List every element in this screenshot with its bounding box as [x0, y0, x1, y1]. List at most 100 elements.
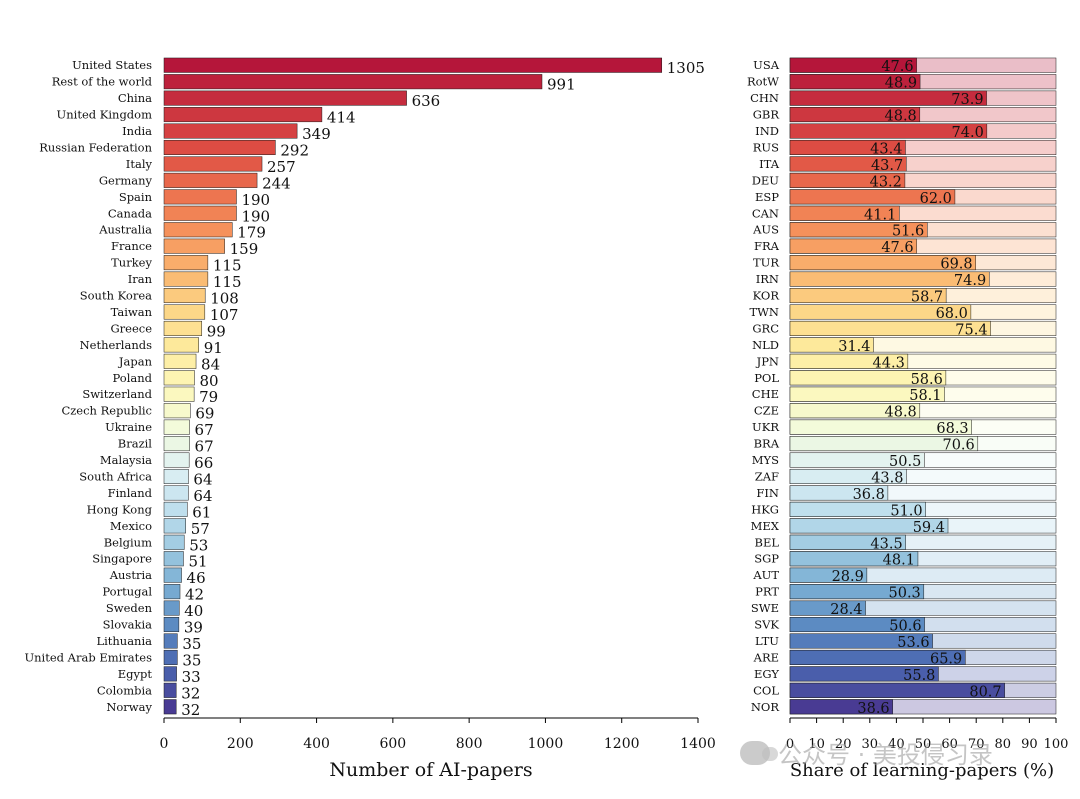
value-label: 51.6	[892, 224, 924, 240]
value-label: 50.6	[889, 619, 921, 635]
bar-17	[163, 337, 199, 353]
value-label: 39	[184, 619, 203, 637]
value-label: 991	[547, 76, 576, 94]
value-label: 115	[213, 257, 242, 275]
value-label: 47.6	[881, 240, 913, 256]
share-bar-12	[789, 255, 976, 271]
value-label: 41.1	[864, 207, 896, 223]
category-label: Taiwan	[111, 305, 153, 319]
bar-25	[163, 468, 189, 484]
learning-share-bar-chart: USA 47.6 RotW 48.9 CHN 73.9 GBR 48.8 IND 74.0 RUS 4…	[747, 57, 1069, 781]
category-label: MEX	[751, 519, 780, 533]
category-label: JPN	[756, 354, 779, 368]
category-label: Finland	[108, 486, 153, 500]
x-axis-title: Number of AI-papers	[329, 759, 532, 781]
value-label: 67	[195, 438, 214, 456]
bar-23	[163, 436, 190, 452]
category-label: MYS	[752, 453, 779, 467]
x-tick-label: 600	[379, 736, 406, 752]
category-label: Iran	[128, 272, 153, 286]
value-label: 32	[181, 684, 200, 702]
category-label: NLD	[752, 338, 779, 352]
category-label: France	[111, 239, 152, 253]
x-tick-label: 10	[808, 737, 825, 752]
bar-37	[163, 666, 177, 682]
share-bar-20	[789, 386, 945, 402]
bar-22	[163, 419, 190, 435]
category-label: Colombia	[97, 683, 152, 697]
share-bar-1	[789, 74, 921, 90]
share-bar-34	[789, 617, 925, 633]
value-label: 159	[230, 240, 259, 258]
x-tick-label: 90	[1021, 737, 1038, 752]
share-bar-8	[789, 189, 956, 205]
value-label: 48.8	[885, 109, 917, 125]
share-bar-38	[789, 682, 1005, 698]
value-label: 53.6	[897, 635, 929, 651]
bar-6	[163, 156, 263, 172]
category-label: COL	[753, 683, 779, 697]
share-bar-5	[789, 139, 906, 155]
category-label: GBR	[753, 108, 780, 122]
value-label: 65.9	[930, 651, 962, 667]
share-bar-29	[789, 534, 906, 550]
share-bar-23	[789, 436, 979, 452]
category-label: TWN	[749, 305, 779, 319]
category-label: EGY	[754, 667, 779, 681]
value-label: 35	[182, 651, 201, 669]
category-label: FIN	[756, 486, 779, 500]
wechat-icon	[740, 740, 778, 765]
x-tick-label: 20	[835, 737, 852, 752]
category-label: Canada	[108, 206, 152, 220]
x-tick-label: 100	[1044, 737, 1069, 752]
bar-16	[163, 320, 203, 336]
value-label: 414	[327, 109, 356, 127]
category-label: DEU	[752, 173, 780, 187]
x-tick-label: 400	[303, 736, 330, 752]
share-bar-22	[789, 419, 972, 435]
value-label: 46	[187, 569, 206, 587]
value-label: 58.7	[911, 290, 943, 306]
category-label: ZAF	[755, 469, 779, 483]
bar-9	[163, 205, 237, 221]
category-label: USA	[753, 58, 780, 72]
share-bar-24	[789, 452, 925, 468]
category-label: Austria	[109, 568, 152, 582]
category-label: Italy	[126, 157, 153, 171]
value-label: 67	[195, 421, 214, 439]
value-label: 38.6	[857, 701, 889, 717]
category-label: India	[122, 124, 152, 138]
bar-24	[163, 452, 190, 468]
category-label: Sweden	[106, 601, 153, 615]
x-tick-label: 30	[862, 737, 879, 752]
share-bar-30	[789, 551, 919, 567]
value-label: 28.4	[830, 602, 862, 618]
category-label: PRT	[755, 585, 779, 599]
category-label: Hong Kong	[87, 502, 153, 516]
value-label: 179	[237, 224, 266, 242]
category-label: ESP	[755, 190, 779, 204]
category-label: SWE	[751, 601, 779, 615]
share-bar-19	[789, 370, 947, 386]
bar-39	[163, 699, 177, 715]
share-bar-33	[789, 600, 866, 616]
share-bar-39	[789, 699, 893, 715]
share-bar-37	[789, 666, 939, 682]
category-label: NOR	[751, 700, 779, 714]
value-label: 43.2	[870, 174, 902, 190]
value-label: 99	[207, 322, 226, 340]
value-label: 58.6	[911, 372, 943, 388]
category-label: United Kingdom	[57, 108, 153, 122]
category-label: CHN	[750, 91, 779, 105]
bar-34	[163, 617, 180, 633]
bar-20	[163, 386, 195, 402]
value-label: 33	[182, 668, 201, 686]
bar-19	[163, 370, 195, 386]
bar-26	[163, 485, 189, 501]
value-label: 80	[200, 372, 219, 390]
value-label: 73.9	[951, 92, 983, 108]
share-bar-28	[789, 518, 949, 534]
value-label: 36.8	[853, 487, 885, 503]
value-label: 107	[210, 306, 239, 324]
share-bar-6	[789, 156, 907, 172]
